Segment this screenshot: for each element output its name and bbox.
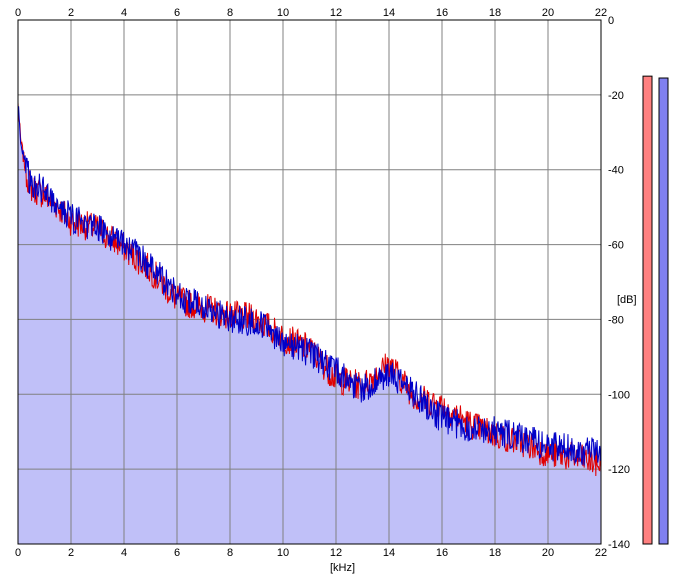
plot-frame — [17, 19, 602, 545]
y-tick-label: -140 — [608, 539, 630, 551]
y-tick-label: 0 — [608, 15, 614, 27]
y-tick-labels: 0 -20 -40 -60 -80 -100 -120 -140 — [608, 15, 630, 551]
x-tick-label-bottom: 18 — [489, 547, 501, 559]
x-tick-label-top: 12 — [330, 7, 342, 19]
x-tick-label-bottom: 14 — [383, 547, 395, 559]
x-axis-label: [kHz] — [330, 562, 355, 574]
left-level-meter — [642, 75, 653, 545]
x-tick-label-bottom: 12 — [330, 547, 342, 559]
y-axis-label: [dB] — [617, 294, 637, 306]
spectrum-fill-area — [18, 102, 601, 544]
x-tick-labels-top: 0 2 4 6 8 10 12 14 16 18 20 22 — [15, 7, 607, 19]
x-tick-label-top: 6 — [174, 7, 180, 19]
y-tick-label: -60 — [608, 240, 624, 252]
x-tick-label-top: 22 — [595, 7, 607, 19]
x-tick-label-bottom: 16 — [436, 547, 448, 559]
x-tick-label-bottom: 4 — [121, 547, 127, 559]
x-tick-label-top: 2 — [68, 7, 74, 19]
x-tick-label-bottom: 0 — [15, 547, 21, 559]
x-tick-label-top: 14 — [383, 7, 395, 19]
x-tick-label-bottom: 22 — [595, 547, 607, 559]
x-tick-label-bottom: 20 — [542, 547, 554, 559]
y-tick-label: -80 — [608, 314, 624, 326]
x-tick-label-bottom: 6 — [174, 547, 180, 559]
x-tick-label-bottom: 2 — [68, 547, 74, 559]
x-tick-label-bottom: 8 — [227, 547, 233, 559]
x-tick-label-bottom: 10 — [277, 547, 289, 559]
level-meters — [642, 75, 669, 545]
right-level-meter — [658, 77, 669, 545]
x-tick-label-top: 20 — [542, 7, 554, 19]
x-tick-labels-bottom: 0 2 4 6 8 10 12 14 16 18 20 22 — [15, 547, 607, 559]
y-tick-label: -20 — [608, 90, 624, 102]
y-tick-label: -40 — [608, 165, 624, 177]
x-tick-label-top: 0 — [15, 7, 21, 19]
x-tick-label-top: 18 — [489, 7, 501, 19]
x-tick-label-top: 10 — [277, 7, 289, 19]
y-tick-label: -100 — [608, 389, 630, 401]
x-tick-label-top: 8 — [227, 7, 233, 19]
y-tick-label: -120 — [608, 464, 630, 476]
x-tick-label-top: 4 — [121, 7, 127, 19]
x-tick-label-top: 16 — [436, 7, 448, 19]
right-channel-line — [17, 106, 602, 466]
